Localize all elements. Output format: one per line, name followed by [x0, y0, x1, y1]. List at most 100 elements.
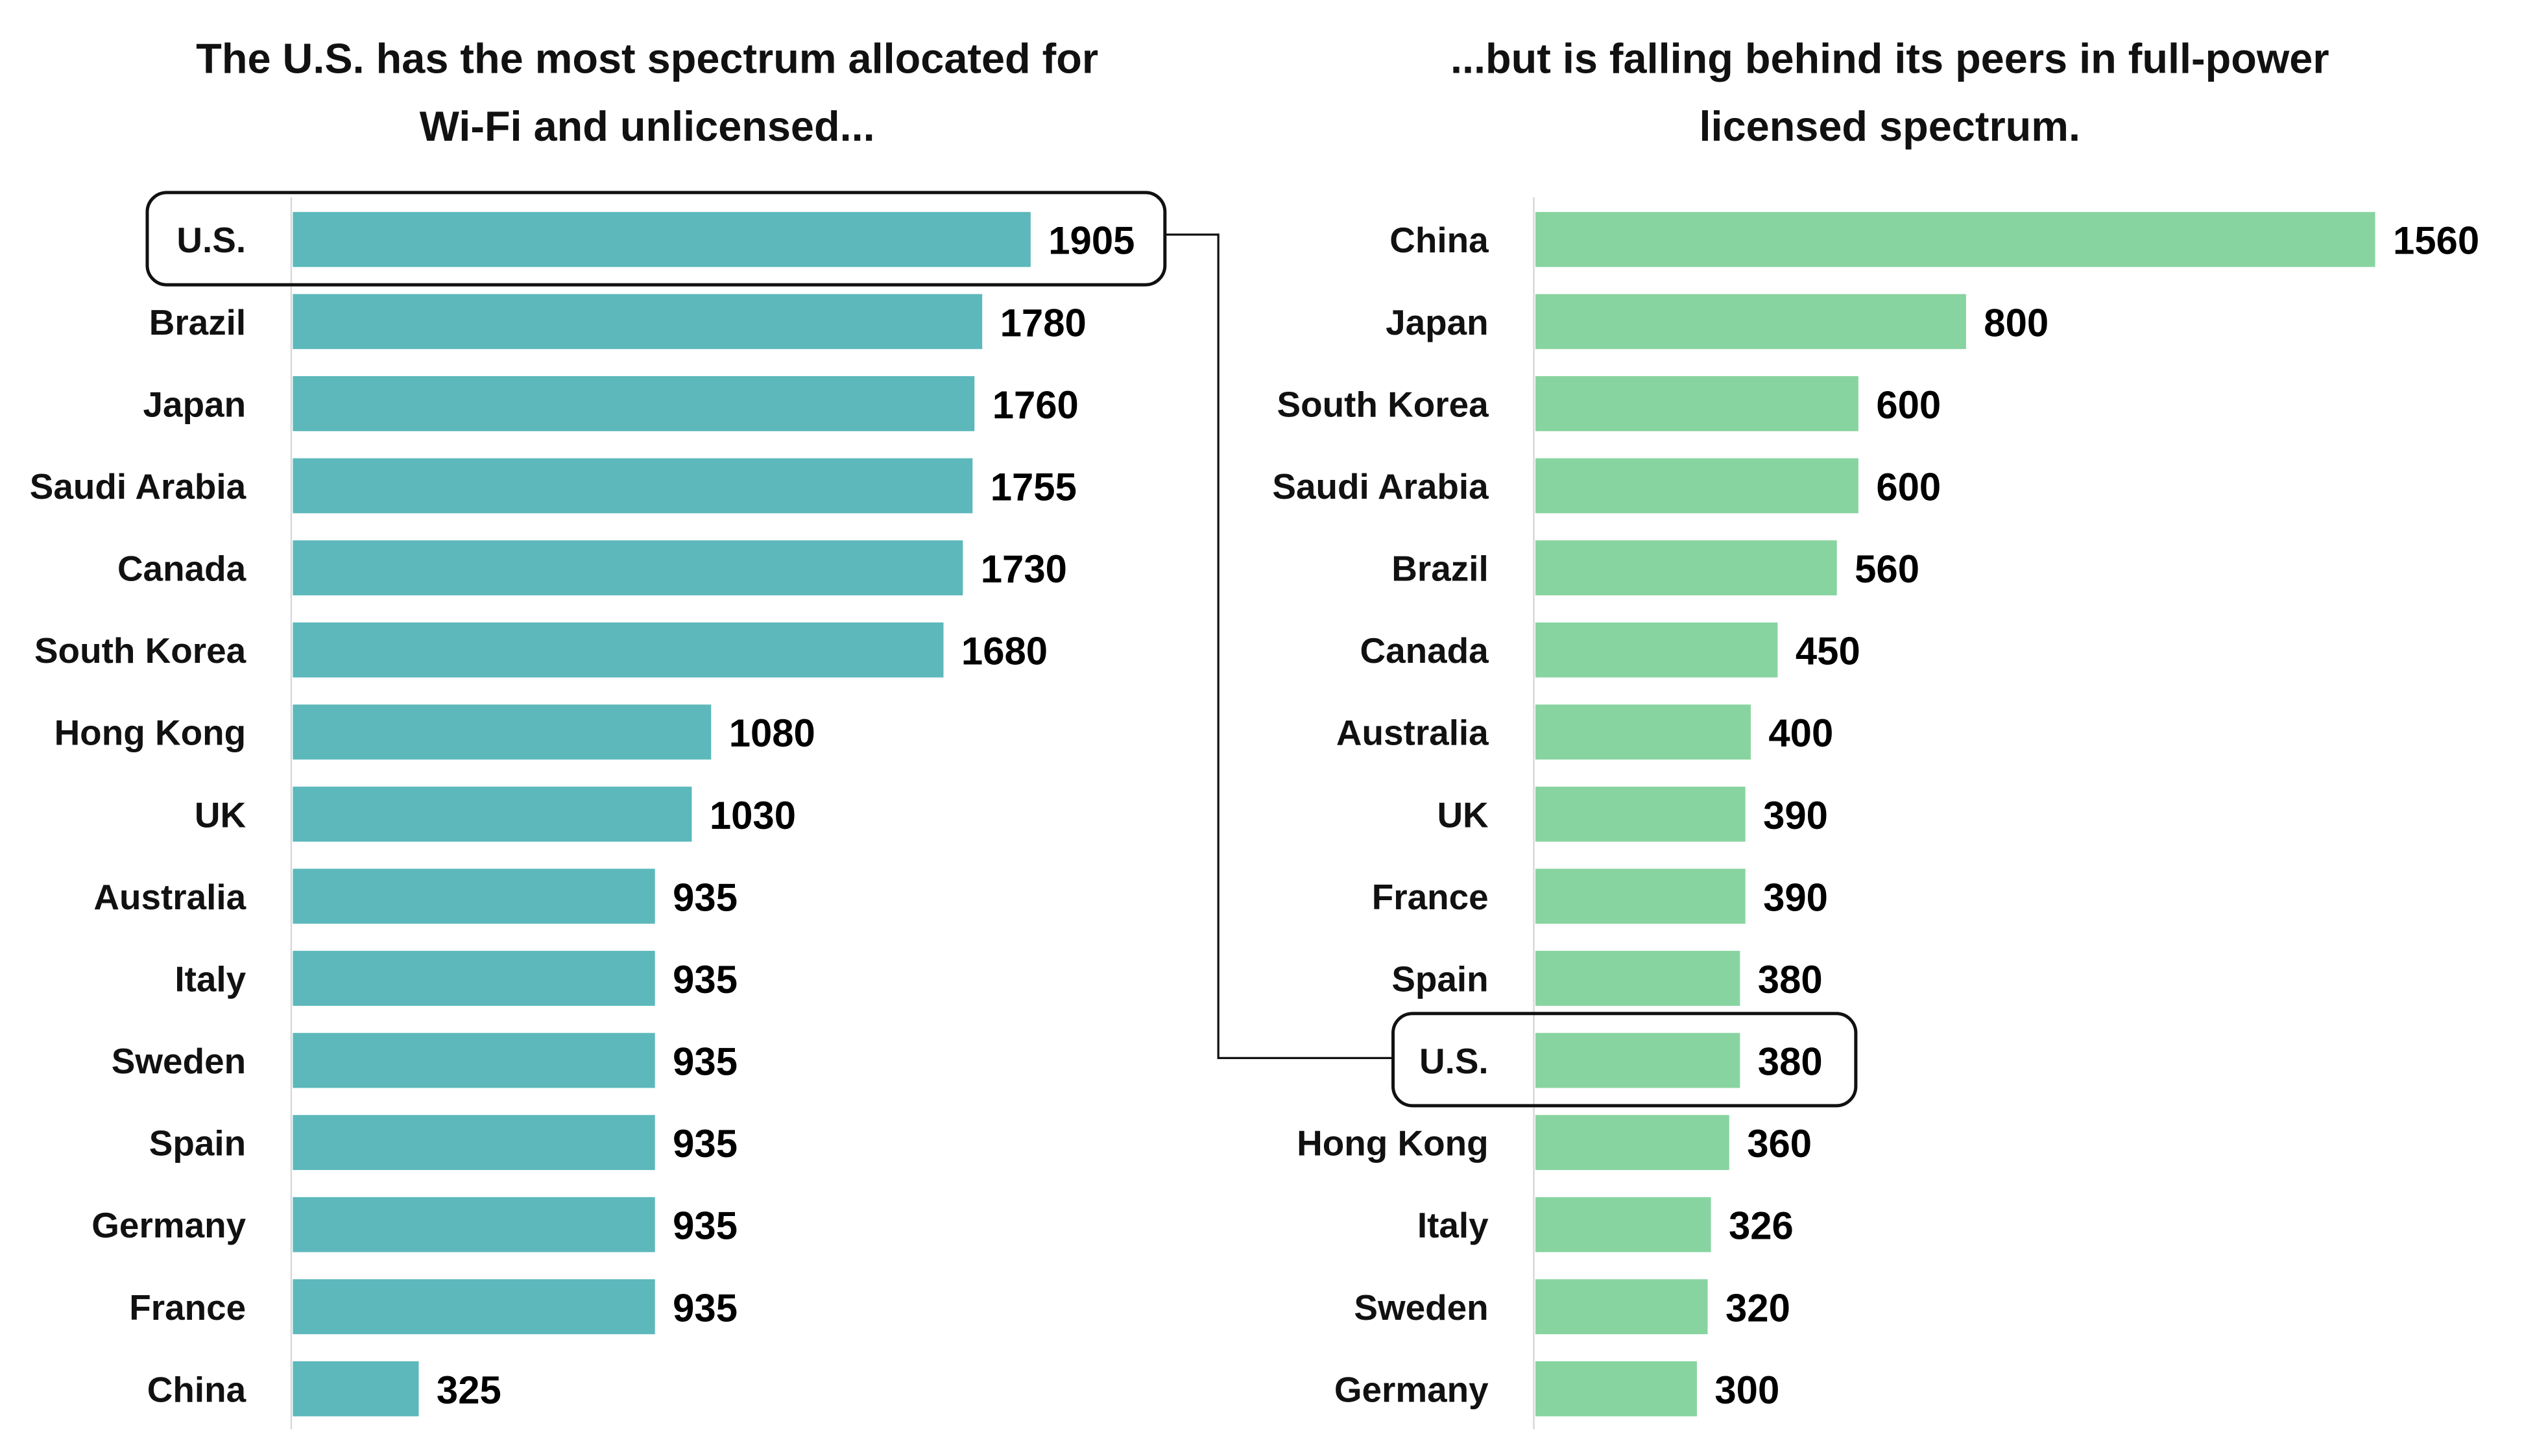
left-bar [293, 376, 975, 431]
left-title-line-2: Wi-Fi and unlicensed... [420, 102, 875, 150]
right-highlight-box [1391, 1012, 1858, 1108]
right-value-label: 326 [1729, 1204, 1794, 1248]
right-bar [1535, 211, 2375, 267]
left-value-label: 1780 [1000, 301, 1087, 344]
left-value-label: 935 [673, 1040, 738, 1084]
left-value-label: 1760 [992, 383, 1079, 427]
right-value-label: 600 [1876, 383, 1941, 427]
right-category-label: Italy [1417, 1205, 1489, 1245]
right-value-label: 380 [1758, 1040, 1823, 1084]
right-category-label: South Korea [1277, 384, 1489, 424]
left-value-label: 1755 [991, 465, 1077, 508]
left-bar [293, 211, 1031, 267]
right-bar [1535, 786, 1746, 842]
left-value-label: 935 [673, 1286, 738, 1330]
left-title-line-1: The U.S. has the most spectrum allocated… [196, 34, 1098, 82]
right-category-label: China [1389, 220, 1489, 260]
right-bar [1535, 294, 1966, 350]
left-value-label: 935 [673, 876, 738, 919]
left-bar [293, 704, 712, 760]
left-category-label: Australia [93, 877, 246, 917]
right-value-label: 360 [1747, 1122, 1812, 1165]
right-bar [1535, 951, 1740, 1006]
left-category-label: Brazil [149, 302, 246, 342]
right-bar [1535, 376, 1858, 431]
right-bar [1535, 1279, 1708, 1335]
right-category-label: Hong Kong [1297, 1123, 1489, 1164]
left-category-label: China [147, 1369, 246, 1409]
right-value-label: 300 [1714, 1368, 1779, 1412]
left-value-label: 325 [437, 1368, 501, 1412]
right-value-label: 560 [1855, 547, 1919, 591]
right-value-label: 1560 [2393, 219, 2479, 263]
right-bar [1535, 1197, 1711, 1252]
left-bar [293, 294, 983, 350]
right-category-label: Saudi Arabia [1272, 466, 1489, 507]
right-value-label: 800 [1984, 301, 2049, 344]
left-value-label: 935 [673, 1204, 738, 1248]
right-value-label: 400 [1768, 711, 1833, 755]
right-bar [1535, 540, 1837, 595]
left-category-label: South Korea [34, 630, 246, 671]
right-value-label: 450 [1796, 630, 1860, 673]
right-bar [1535, 1032, 1740, 1088]
right-title-line-2: licensed spectrum. [1700, 102, 2080, 150]
left-bar [293, 951, 655, 1006]
left-bar [293, 1115, 655, 1171]
right-value-label: 600 [1876, 465, 1941, 508]
left-value-label: 1905 [1048, 219, 1135, 263]
left-value-label: 1030 [710, 794, 796, 837]
right-category-label: U.S. [1419, 1041, 1489, 1081]
right-bar [1535, 458, 1858, 514]
right-category-label: Australia [1336, 713, 1489, 753]
left-category-label: Canada [117, 549, 246, 589]
left-category-label: Hong Kong [54, 713, 246, 753]
right-value-label: 380 [1758, 958, 1823, 1001]
left-bar [293, 1032, 655, 1088]
left-category-label: Spain [149, 1123, 246, 1164]
left-category-label: Saudi Arabia [30, 466, 246, 507]
right-category-label: Japan [1386, 302, 1489, 342]
left-category-label: U.S. [176, 220, 246, 260]
left-highlight-box [145, 191, 1167, 287]
right-chart: ...but is falling behind its peers in fu… [1272, 34, 2479, 1429]
right-category-label: France [1372, 877, 1489, 917]
left-value-label: 1680 [961, 630, 1048, 673]
left-bar [293, 458, 973, 514]
left-category-label: UK [195, 794, 246, 835]
left-bar [293, 868, 655, 924]
right-value-label: 390 [1763, 794, 1828, 837]
right-bar [1535, 704, 1751, 760]
left-category-label: Germany [91, 1205, 246, 1245]
left-value-label: 935 [673, 1122, 738, 1165]
right-value-label: 390 [1763, 876, 1828, 919]
left-bar [293, 1279, 655, 1335]
left-bar [293, 786, 692, 842]
right-bar [1535, 622, 1778, 678]
left-bar [293, 622, 944, 678]
right-bar [1535, 1115, 1729, 1171]
left-category-label: Sweden [112, 1041, 246, 1081]
left-category-label: France [129, 1287, 246, 1328]
right-bar [1535, 868, 1746, 924]
left-bar [293, 540, 963, 595]
right-title-line-1: ...but is falling behind its peers in fu… [1450, 34, 2329, 82]
right-category-label: Germany [1334, 1369, 1489, 1409]
left-value-label: 1730 [981, 547, 1067, 591]
left-bar [293, 1197, 655, 1252]
highlight-connector [1164, 233, 1393, 1059]
right-category-label: Spain [1391, 959, 1488, 999]
right-category-label: Canada [1360, 630, 1489, 671]
left-chart: The U.S. has the most spectrum allocated… [30, 34, 1167, 1429]
right-category-label: Brazil [1391, 549, 1488, 589]
left-value-label: 935 [673, 958, 738, 1001]
right-value-label: 320 [1725, 1286, 1790, 1330]
left-category-label: Japan [143, 384, 246, 424]
right-category-label: Sweden [1354, 1287, 1488, 1328]
right-bar [1535, 1361, 1697, 1416]
left-category-label: Italy [174, 959, 246, 999]
right-category-label: UK [1437, 794, 1489, 835]
left-bar [293, 1361, 419, 1416]
left-value-label: 1080 [729, 711, 815, 755]
